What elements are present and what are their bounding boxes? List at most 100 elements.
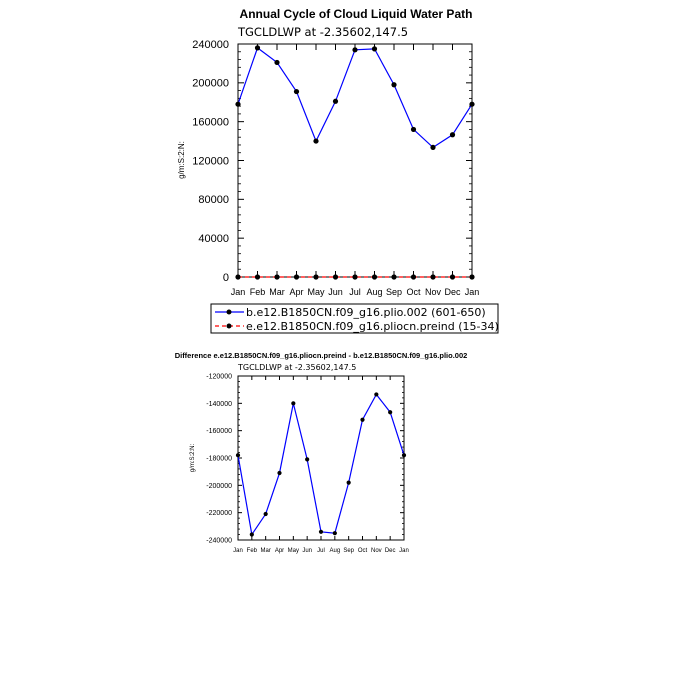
bottom-chart-title: Difference e.e12.B1850CN.f09_g16.pliocn.…: [175, 351, 468, 360]
series-0-point: [388, 410, 393, 415]
x-tick-label: Jan: [231, 287, 246, 297]
x-tick-label: Jan: [465, 287, 480, 297]
top-x-axis: Jan Feb Mar Apr May Jun Jul Aug Sep Oct Nov Dec Jan: [231, 44, 480, 297]
y-tick-label: 40000: [198, 233, 229, 245]
series-0-point: [274, 59, 280, 66]
x-tick-label: Apr: [275, 548, 284, 554]
x-tick-label: May: [288, 548, 299, 554]
series-0-point: [332, 98, 339, 104]
legend-box: [210, 303, 499, 334]
series-0-point: [449, 132, 456, 138]
x-tick-label: Feb: [250, 287, 266, 297]
series-0-point: [277, 470, 282, 476]
x-tick-label: Jan: [399, 548, 409, 554]
series-0-point: [318, 529, 324, 534]
series-1-point: [332, 274, 339, 280]
x-tick-label: Jun: [328, 287, 343, 297]
series-1-point: [449, 274, 456, 280]
chart-bottom: Difference e.e12.B1850CN.f09_g16.pliocn.…: [175, 351, 468, 554]
series-1-point: [391, 274, 397, 280]
x-tick-label: Jun: [302, 548, 312, 554]
series-0-point: [410, 126, 417, 133]
series-1-point: [254, 274, 261, 280]
series-0-point: [291, 401, 296, 406]
series-0-point: [401, 453, 407, 458]
series-0-point: [263, 511, 268, 517]
series-0-point: [469, 101, 475, 107]
series-0-point: [235, 101, 241, 107]
x-tick-label: Mar: [260, 548, 270, 554]
series-1-point: [235, 274, 241, 280]
y-tick-label: 0: [223, 272, 229, 284]
x-tick-label: Oct: [406, 287, 421, 297]
bottom-chart-subtitle: TGCLDLWP at -2.35602,147.5: [237, 363, 356, 372]
series-0-point: [332, 531, 337, 536]
series-0-point: [293, 88, 300, 95]
x-tick-label: Jan: [233, 548, 243, 554]
top-y-axis-label: g/m:S:2:N:: [177, 141, 186, 179]
series-1-point: [352, 274, 358, 280]
x-tick-label: Nov: [371, 548, 382, 554]
series-1-point: [410, 274, 417, 280]
y-tick-label: -180000: [206, 455, 232, 462]
bottom-y-axis: -240000 -220000 -200000 -180000 -160000 -1400…: [206, 373, 404, 544]
legend-marker-case: [226, 323, 232, 329]
series-1-point: [371, 274, 378, 280]
x-tick-label: Aug: [366, 287, 382, 297]
series-0-point: [313, 138, 319, 144]
series-0-point: [235, 453, 241, 458]
y-tick-label: 240000: [192, 39, 229, 51]
x-tick-label: Dec: [385, 548, 396, 554]
bottom-y-axis-label: g/m:S:2:N:: [190, 443, 196, 472]
y-tick-label: -200000: [206, 483, 232, 490]
series-0-point: [360, 417, 365, 422]
y-tick-label: 80000: [198, 194, 229, 206]
x-tick-label: Sep: [343, 548, 354, 554]
x-tick-label: Dec: [444, 287, 461, 297]
top-y-axis: 0 40000 80000 120000 160000 200000 240000: [192, 39, 472, 284]
series-0-point: [391, 82, 397, 88]
x-tick-label: Feb: [247, 548, 258, 554]
chart-top: Annual Cycle of Cloud Liquid Water Path …: [177, 7, 499, 334]
bottom-x-axis: Jan Feb Mar Apr May Jun Jul Aug Sep Oct Nov Dec Jan: [233, 376, 409, 554]
series-1-point: [274, 274, 280, 280]
x-tick-label: Jul: [349, 287, 361, 297]
x-tick-label: Nov: [425, 287, 442, 297]
x-tick-label: Sep: [386, 287, 402, 297]
series-0-point: [254, 45, 261, 51]
series-1-point: [430, 274, 436, 280]
top-chart-title: Annual Cycle of Cloud Liquid Water Path: [240, 7, 473, 21]
x-tick-label: Oct: [358, 548, 368, 554]
legend-label-control: b.e12.B1850CN.f09_g16.plio.002 (601-650): [246, 306, 486, 319]
series-1-point: [293, 274, 300, 280]
x-tick-label: May: [307, 287, 325, 297]
series-0-point: [430, 144, 436, 150]
x-tick-label: Jul: [317, 548, 325, 554]
legend-marker-control: [226, 309, 232, 315]
y-tick-label: 160000: [192, 117, 229, 129]
x-tick-label: Mar: [269, 287, 285, 297]
series-1-point: [313, 274, 319, 280]
y-tick-label: -160000: [206, 428, 232, 435]
y-tick-label: -140000: [206, 401, 232, 408]
series-1-point: [469, 274, 475, 280]
series-0-point: [352, 47, 358, 53]
top-legend: b.e12.B1850CN.f09_g16.plio.002 (601-650)…: [210, 303, 499, 334]
legend-label-case: e.e12.B1850CN.f09_g16.pliocn.preind (15-…: [246, 320, 499, 333]
y-tick-label: -240000: [206, 537, 232, 544]
series-0-point: [374, 392, 379, 397]
series-0-point: [249, 532, 254, 537]
series-0-point: [305, 457, 310, 462]
x-tick-label: Apr: [289, 287, 303, 297]
top-chart-subtitle: TGCLDLWP at -2.35602,147.5: [237, 25, 408, 39]
y-tick-label: -220000: [206, 510, 232, 517]
x-tick-label: Aug: [329, 548, 340, 554]
series-0-point: [371, 46, 378, 52]
bottom-series-layer: [235, 392, 407, 537]
y-tick-label: 120000: [192, 155, 229, 167]
y-tick-label: -120000: [206, 373, 232, 380]
y-tick-label: 200000: [192, 78, 229, 90]
series-0-point: [346, 480, 351, 485]
